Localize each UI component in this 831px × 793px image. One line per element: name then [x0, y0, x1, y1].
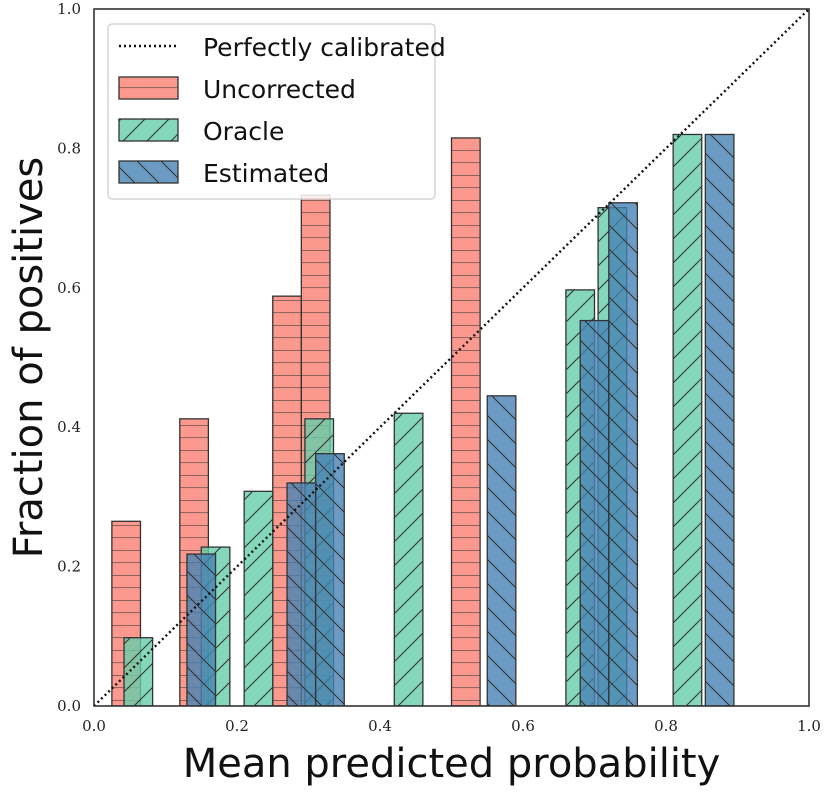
y-tick-label: 1.0 — [57, 0, 81, 18]
bar-hatch — [393, 412, 424, 706]
y-tick-label: 0.2 — [57, 558, 81, 576]
legend-item-oracle: Oracle — [118, 117, 284, 146]
bar-hatch — [314, 453, 345, 706]
legend-label-uncorrected: Uncorrected — [203, 75, 356, 104]
bar-estimated-1 — [286, 482, 317, 706]
bar-hatch — [450, 137, 481, 706]
bar-hatch — [286, 482, 317, 706]
bar-hatch — [608, 202, 639, 706]
x-tick-label: 1.0 — [797, 717, 821, 735]
bar-oracle-7 — [672, 133, 703, 706]
bar-estimated-2 — [314, 453, 345, 706]
bar-oracle-4 — [393, 412, 424, 706]
legend-swatch — [118, 76, 179, 100]
x-axis-label: Mean predicted probability — [183, 741, 721, 787]
bar-hatch — [672, 133, 703, 706]
legend-label-oracle: Oracle — [203, 117, 284, 146]
y-tick-label: 0.6 — [57, 279, 81, 297]
legend-label-perfectly-calibrated: Perfectly calibrated — [203, 33, 446, 62]
x-tick-label: 0.4 — [368, 717, 392, 735]
bar-hatch — [704, 133, 735, 706]
x-tick-label: 0.6 — [511, 717, 535, 735]
x-tick-label: 0.2 — [225, 717, 249, 735]
bar-oracle-2 — [243, 490, 274, 706]
plot-frame — [93, 8, 810, 707]
bar-hatch — [486, 395, 517, 706]
y-axis-ticks: 0.0 0.2 0.4 0.6 0.8 1.0 — [57, 0, 81, 715]
bar-estimated-0 — [186, 553, 217, 706]
legend-swatch — [118, 118, 179, 142]
y-tick-label: 0.4 — [57, 418, 81, 436]
bar-hatch — [579, 319, 610, 706]
bars-layer — [111, 133, 735, 706]
bar-hatch — [243, 490, 274, 706]
y-axis-label: Fraction of positives — [6, 157, 52, 558]
x-tick-label: 0.0 — [82, 717, 106, 735]
legend: Perfectly calibrated Uncorrected Oracle Es… — [107, 23, 446, 200]
bar-hatch — [186, 553, 217, 706]
legend-box — [107, 23, 436, 200]
perfectly-calibrated-line — [94, 9, 809, 706]
x-tick-label: 0.8 — [654, 717, 678, 735]
y-tick-label: 0.8 — [57, 139, 81, 157]
y-tick-label: 0.0 — [57, 697, 81, 715]
legend-item-estimated: Estimated — [118, 159, 329, 188]
x-axis-ticks: 0.0 0.2 0.4 0.6 0.8 1.0 — [82, 717, 821, 735]
legend-label-estimated: Estimated — [203, 159, 329, 188]
bar-estimated-3 — [486, 395, 517, 706]
bar-hatch — [123, 637, 154, 706]
bar-oracle-0 — [123, 637, 154, 706]
bar-estimated-6 — [704, 133, 735, 706]
bar-estimated-4 — [579, 319, 610, 706]
legend-item-uncorrected: Uncorrected — [118, 75, 356, 104]
bar-estimated-5 — [608, 202, 639, 706]
legend-swatch — [118, 160, 179, 184]
bar-uncorrected-4 — [450, 137, 481, 706]
